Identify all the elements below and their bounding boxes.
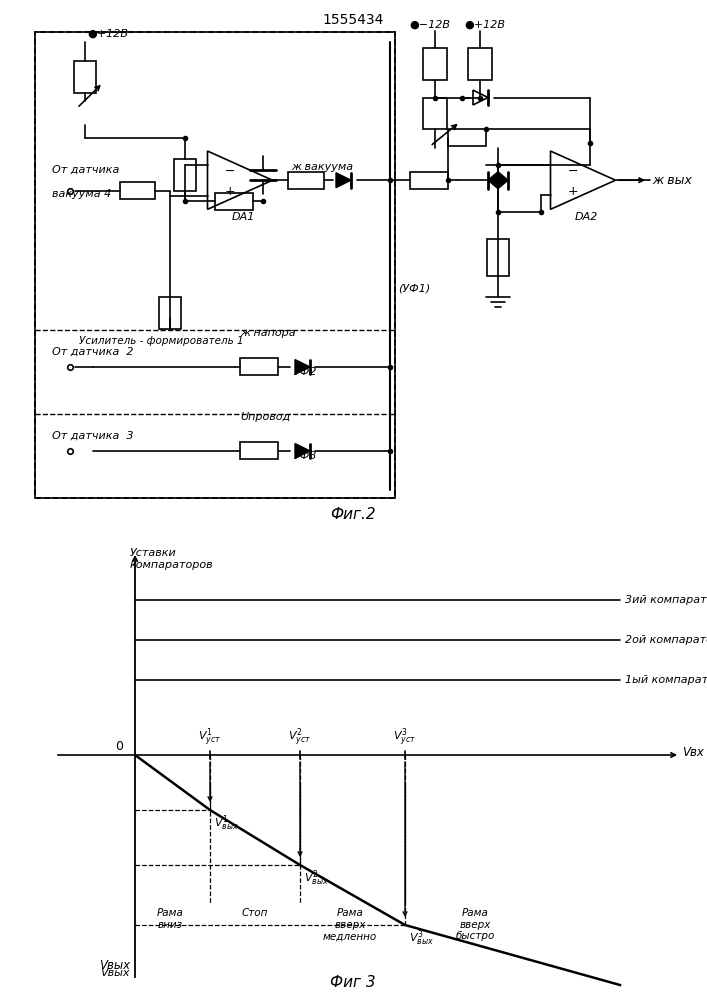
Text: $V^2_{уст}$: $V^2_{уст}$: [288, 727, 312, 749]
Text: Усилитель - формирователь 1: Усилитель - формирователь 1: [78, 336, 243, 346]
Text: DA1: DA1: [232, 212, 255, 222]
Text: Vвх: Vвх: [682, 746, 704, 758]
Text: Uпровод: Uпровод: [240, 412, 291, 422]
Text: ●+12В: ●+12В: [87, 28, 128, 38]
Bar: [423, 98, 447, 129]
Bar: [120, 182, 155, 199]
Text: $V^1_{вых}$: $V^1_{вых}$: [214, 813, 239, 833]
Bar: [487, 238, 509, 276]
Text: $V^3_{вых}$: $V^3_{вых}$: [409, 928, 434, 948]
Text: ж вых: ж вых: [652, 174, 692, 187]
Bar: [240, 358, 278, 375]
Bar: [468, 48, 492, 80]
Text: Рама
вниз: Рама вниз: [156, 908, 183, 930]
Bar: [174, 159, 196, 191]
Text: От датчика  2: От датчика 2: [52, 346, 134, 356]
Text: Фиг.2: Фиг.2: [330, 507, 376, 522]
Bar: [35, 32, 395, 498]
Text: ж вакуума: ж вакуума: [291, 162, 353, 172]
Bar: [410, 172, 448, 189]
Text: +: +: [225, 185, 235, 198]
Polygon shape: [488, 172, 498, 189]
Bar: [35, 32, 395, 498]
Text: Рама
вверх
быстро: Рама вверх быстро: [455, 908, 495, 941]
Text: От датчика: От датчика: [52, 165, 119, 175]
Polygon shape: [336, 173, 351, 188]
Text: 1555434: 1555434: [322, 13, 384, 27]
Text: $V^2_{вых}$: $V^2_{вых}$: [304, 868, 329, 888]
Text: От датчика  3: От датчика 3: [52, 430, 134, 440]
Text: Vвых: Vвых: [100, 968, 130, 978]
Text: Уставки
компараторов: Уставки компараторов: [130, 548, 214, 570]
Text: $V^3_{уст}$: $V^3_{уст}$: [393, 727, 416, 749]
Text: −: −: [568, 165, 578, 178]
Text: +: +: [568, 185, 578, 198]
Text: вакуума 4: вакуума 4: [52, 189, 111, 199]
Text: УФ3: УФ3: [293, 451, 317, 461]
Text: ●−12В: ●−12В: [409, 20, 450, 30]
Text: УФ2: УФ2: [293, 367, 317, 377]
Text: −: −: [225, 165, 235, 178]
Text: 2ой компаратор: 2ой компаратор: [625, 635, 707, 645]
Polygon shape: [498, 172, 508, 189]
Text: Рама
вверх
медленно: Рама вверх медленно: [323, 908, 377, 941]
Text: (УФ1): (УФ1): [398, 283, 431, 293]
Text: Стоп: Стоп: [242, 908, 268, 918]
Text: 3ий компаратор: 3ий компаратор: [625, 595, 707, 605]
Bar: [423, 48, 447, 80]
Bar: [215, 193, 253, 210]
Text: $V^1_{уст}$: $V^1_{уст}$: [199, 727, 221, 749]
Text: ж напора: ж напора: [240, 328, 296, 338]
Polygon shape: [295, 360, 310, 374]
Bar: [448, 129, 486, 146]
Bar: [288, 172, 324, 189]
Bar: [240, 442, 278, 459]
Text: Фиг 3: Фиг 3: [330, 975, 376, 990]
Bar: [74, 61, 96, 93]
Text: DA2: DA2: [575, 212, 598, 222]
Polygon shape: [295, 444, 310, 458]
Bar: [159, 297, 181, 329]
Text: Vвых: Vвых: [99, 959, 130, 972]
Text: ●+12В: ●+12В: [464, 20, 506, 30]
Text: 1ый компаратор: 1ый компаратор: [625, 675, 707, 685]
Text: 0: 0: [115, 740, 123, 753]
